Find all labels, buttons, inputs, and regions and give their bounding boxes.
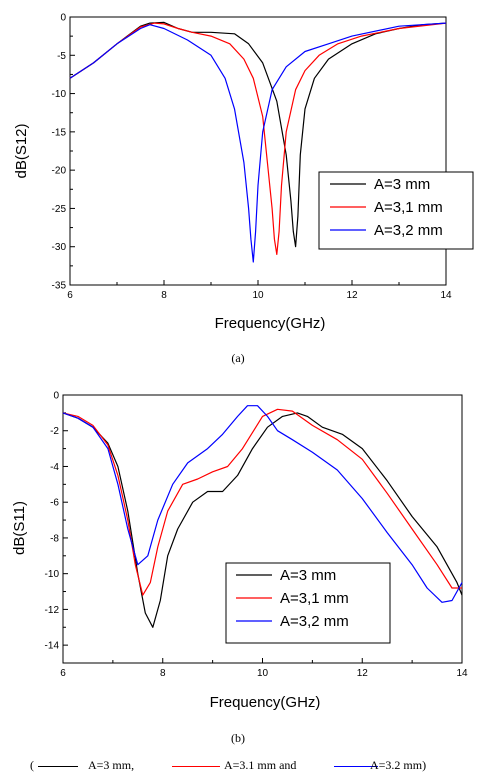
x-tick-label: 10: [257, 668, 269, 679]
y-tick-label: 0: [60, 13, 66, 24]
chart-panel-a: 6 8 10 12 14 0 -5 -10 -15 -20 -25 -30 -35 Frequency(…: [13, 13, 474, 365]
y-tick-label: -30: [52, 242, 67, 253]
y-tick-label: -10: [52, 89, 67, 100]
x-tick-label: 12: [346, 290, 358, 301]
x-tick-label: 14: [456, 668, 468, 679]
legend-box-a: [318, 171, 474, 250]
caption-line-blue: [334, 766, 378, 767]
legend-a: A=3 mm A=3,1 mm A=3,2 mm: [318, 171, 474, 250]
legend-b: A=3 mm A=3,1 mm A=3,2 mm: [225, 562, 391, 644]
y-tick-label: -10: [45, 569, 60, 580]
panel-label-a: (a): [231, 351, 244, 365]
y-tick-label: -2: [50, 426, 59, 437]
legend-label: A=3,1 mm: [374, 199, 443, 216]
y-tick-label: -15: [52, 127, 67, 138]
y-axis-label-b: dB(S11): [11, 501, 28, 555]
x-axis-label-a: Frequency(GHz): [215, 315, 326, 332]
chart-panel-b: 6 8 10 12 14 0 -2 -4 -6 -8 -10 -12 -14 Frequency(GHz…: [11, 391, 468, 746]
caption-item-1: A=3 mm,: [88, 758, 135, 772]
x-tick-label: 10: [252, 290, 264, 301]
y-tick-label: 0: [53, 391, 59, 402]
legend-items-b: A=3 mm A=3,1 mm A=3,2 mm: [236, 567, 349, 630]
y-tick-label: -20: [52, 166, 67, 177]
x-tick-label: 6: [67, 290, 73, 301]
series-line-1: [62, 412, 463, 628]
legend-label: A=3 mm: [280, 567, 336, 584]
tick-group-b: 6 8 10 12 14 0 -2 -4 -6 -8 -10 -12 -14: [45, 391, 468, 680]
y-tick-label: -14: [45, 641, 60, 652]
caption-line-black: [38, 766, 78, 767]
y-tick-label: -5: [57, 51, 66, 62]
series-line-3: [69, 22, 447, 263]
series-group-b: [62, 405, 463, 628]
legend-label: A=3,1 mm: [280, 590, 349, 607]
caption-item-3: A=3.2 mm): [370, 758, 427, 772]
series-line-3: [62, 405, 463, 603]
legend-items-a: A=3 mm A=3,1 mm A=3,2 mm: [330, 176, 443, 239]
caption-open-paren: (: [30, 758, 34, 772]
x-tick-label: 12: [357, 668, 369, 679]
legend-label: A=3,2 mm: [374, 222, 443, 239]
y-tick-label: -25: [52, 204, 67, 215]
tick-group-a: 6 8 10 12 14 0 -5 -10 -15 -20 -25 -30 -35: [52, 13, 452, 302]
x-tick-label: 6: [60, 668, 66, 679]
x-tick-label: 8: [160, 668, 166, 679]
y-tick-label: -8: [50, 533, 59, 544]
legend-label: A=3 mm: [374, 176, 430, 193]
y-tick-label: -6: [50, 498, 59, 509]
caption-item-2: A=3.1 mm and: [224, 758, 297, 772]
x-tick-label: 14: [440, 290, 452, 301]
figure-caption: ( A=3 mm, A=3.1 mm and A=3.2 mm): [30, 758, 480, 778]
legend-label: A=3,2 mm: [280, 613, 349, 630]
x-axis-label-b: Frequency(GHz): [210, 694, 321, 711]
y-tick-label: -4: [50, 462, 59, 473]
caption-line-red: [172, 766, 220, 767]
x-tick-label: 8: [161, 290, 167, 301]
y-axis-label-a: dB(S12): [13, 123, 30, 178]
series-line-2: [69, 22, 447, 255]
y-tick-label: -35: [52, 281, 67, 292]
panel-label-b: (b): [231, 731, 245, 745]
y-tick-label: -12: [45, 605, 60, 616]
series-line-2: [62, 408, 462, 596]
legend-box-b: [225, 562, 391, 644]
series-group-a: [69, 21, 447, 263]
